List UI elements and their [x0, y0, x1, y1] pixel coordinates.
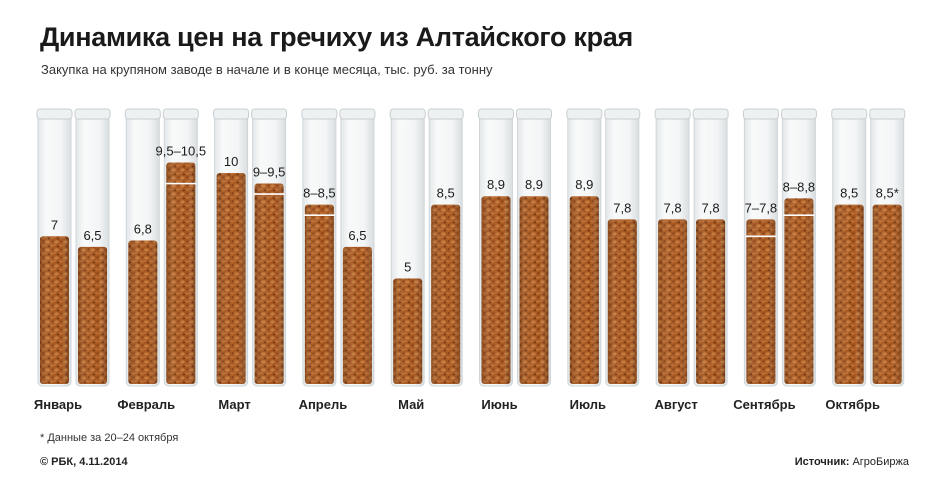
value-label: 6,5	[83, 228, 101, 243]
value-label: 8–8,5	[303, 186, 336, 201]
chart-title: Динамика цен на гречиху из Алтайского кр…	[40, 22, 633, 52]
value-label: 8,9	[525, 177, 543, 192]
value-label: 8,5	[437, 186, 455, 201]
fill-shade	[519, 196, 549, 384]
fill-shade	[607, 219, 637, 384]
tube-rim	[124, 108, 161, 120]
fill-shade	[834, 204, 864, 384]
value-label: 8–8,8	[783, 179, 816, 194]
value-label: 7–7,8	[745, 200, 778, 215]
credit: © РБК, 4.11.2014	[40, 456, 128, 468]
month-label: Январь	[34, 397, 82, 412]
tube-rim	[869, 108, 906, 120]
tube-rim	[427, 108, 464, 120]
fill-shade	[254, 183, 284, 384]
fill-shade	[40, 236, 69, 384]
value-label: 8,5*	[876, 186, 899, 201]
fill-shade	[216, 173, 246, 384]
month-label: Июнь	[481, 397, 517, 412]
value-label: 7	[51, 217, 58, 232]
tube-rim	[339, 108, 376, 120]
fill-shade	[78, 246, 107, 384]
value-label: 9,5–10,5	[155, 143, 206, 158]
month-label: Октябрь	[825, 397, 880, 412]
fill-shade	[481, 196, 511, 384]
month-label: Февраль	[117, 397, 175, 412]
month-label: Март	[218, 397, 250, 412]
value-label: 6,5	[348, 228, 366, 243]
fill-shade	[342, 246, 372, 384]
value-label: 9–9,5	[253, 165, 286, 180]
tube-rim	[566, 108, 603, 120]
tube-rim	[36, 108, 73, 120]
tube-rim	[251, 108, 288, 120]
tube-rim	[604, 108, 641, 120]
value-label: 10	[224, 154, 238, 169]
month-label: Июль	[570, 397, 606, 412]
value-label: 8,9	[575, 177, 593, 192]
fill-shade	[128, 240, 158, 384]
tube-rim	[742, 108, 779, 120]
chart-subtitle: Закупка на крупяном заводе в начале и в …	[41, 62, 493, 77]
tube-rim	[162, 108, 199, 120]
value-label: 8,9	[487, 177, 505, 192]
value-label: 6,8	[134, 222, 152, 237]
month-label: Май	[398, 397, 424, 412]
month-label: Август	[654, 397, 697, 412]
fill-shade	[696, 219, 726, 384]
fill-shade	[746, 219, 776, 384]
value-label: 5	[404, 260, 411, 275]
tube-rim	[780, 108, 817, 120]
tube-rim	[74, 108, 111, 120]
value-label: 7,8	[702, 200, 720, 215]
fill-shade	[393, 278, 423, 384]
fill-shade	[431, 204, 461, 384]
tube-rim	[654, 108, 691, 120]
fill-shade	[784, 198, 814, 384]
fill-shade	[872, 204, 902, 384]
tube-rim	[831, 108, 868, 120]
value-label: 8,5	[840, 186, 858, 201]
source: Источник: АгроБиржа	[795, 456, 909, 468]
footnote: * Данные за 20–24 октября	[40, 432, 179, 444]
month-label: Сентябрь	[733, 397, 795, 412]
source-value: АгроБиржа	[852, 456, 909, 468]
tube-rim	[301, 108, 338, 120]
fill-shade	[658, 219, 688, 384]
credit-label: © РБК, 4.11.2014	[40, 456, 128, 468]
value-label: 7,8	[664, 200, 682, 215]
fill-shade	[166, 162, 196, 384]
tube-rim	[692, 108, 729, 120]
tube-rim	[213, 108, 250, 120]
value-label: 7,8	[613, 200, 631, 215]
tube-rim	[516, 108, 552, 120]
fill-shade	[304, 204, 334, 384]
tube-rim	[389, 108, 426, 120]
source-label: Источник:	[794, 456, 850, 468]
fill-shade	[569, 196, 599, 384]
month-label: Апрель	[299, 397, 348, 412]
tube-rim	[478, 108, 514, 120]
